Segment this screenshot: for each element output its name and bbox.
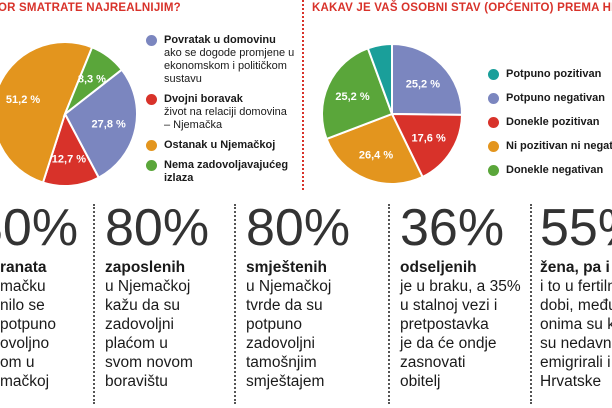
legend-swatch xyxy=(488,93,499,104)
pie-slice-label: 25,2 % xyxy=(406,79,440,91)
legend-item: Donekle negativan xyxy=(488,164,612,177)
stat-percentage: 80% xyxy=(246,199,351,257)
legend-swatch xyxy=(488,141,499,152)
legend-sublabel: ako se dogode promjene u ekonomskom i po… xyxy=(164,47,295,85)
pie-slice-label: 27,8 % xyxy=(92,118,126,130)
pie-slice-label: 25,2 % xyxy=(335,91,369,103)
pie-chart-right: 25,2 % 17,6 % 26,4 % 25,2 % xyxy=(321,42,464,185)
stat-rest-text: mačku nilo se potpuno ovoljno om u mačko… xyxy=(0,278,57,390)
stat-block: 80% ranata mačku nilo se potpuno ovoljno … xyxy=(0,200,104,391)
stat-percentage: 55% xyxy=(540,200,612,257)
pie-slice-label: 8,3 % xyxy=(78,73,106,85)
legend-right: Potpuno pozitivan Potpuno negativan Done… xyxy=(488,68,612,184)
legend-swatch xyxy=(146,35,157,46)
legend-label: Potpuno pozitivan xyxy=(506,68,602,80)
stat-bold-text: žena, pa i v xyxy=(540,259,610,276)
stat-bold-text: zaposlenih xyxy=(105,259,186,276)
stat-bold-text: ranata xyxy=(0,259,47,276)
legend-label: Potpuno negativan xyxy=(506,92,605,104)
legend-swatch xyxy=(488,117,499,128)
stat-rest-text: u Njemačkoj kažu da su zadovoljni plaćom… xyxy=(105,278,193,390)
stat-bold-text: smještenih xyxy=(246,259,327,276)
legend-swatch xyxy=(488,165,499,176)
legend-label: Donekle negativan xyxy=(506,164,604,176)
legend-swatch xyxy=(488,69,499,80)
stat-percentage: 80% xyxy=(105,199,210,257)
right-panel-title: KAKAV JE VAŠ OSOBNI STAV (OPĆENITO) PREM… xyxy=(312,2,612,14)
legend-item: Potpuno pozitivan xyxy=(488,68,612,81)
stat-block: 36% odseljenih je u braku, a 35% u stalno… xyxy=(400,200,530,391)
stat-rest-text: je u braku, a 35% u stalnoj vezi i pretp… xyxy=(400,278,521,390)
legend-swatch xyxy=(146,94,157,105)
stat-description: odseljenih je u braku, a 35% u stalnoj ve… xyxy=(400,258,530,391)
stat-divider xyxy=(388,204,390,404)
pie-slice xyxy=(366,42,393,115)
pie-chart-left: 27,8 % 12,7 % 51,2 % 8,3 % xyxy=(0,40,138,187)
legend-label: Ostanak u Njemačkoj xyxy=(164,139,276,151)
stat-bold-text: odseljenih xyxy=(400,259,477,276)
legend-item: Nema zadovoljavajućeg izlaza xyxy=(146,159,296,185)
legend-left: Povratak u domovinu ako se dogode promje… xyxy=(146,34,296,192)
stat-description: ranata mačku nilo se potpuno ovoljno om u… xyxy=(0,258,104,391)
pie-slice-label: 51,2 % xyxy=(6,94,40,106)
pie-slice xyxy=(41,111,101,187)
stat-block: 80% zaposlenih u Njemačkoj kažu da su zad… xyxy=(105,200,235,391)
panel-divider xyxy=(302,0,304,190)
legend-item: Donekle pozitivan xyxy=(488,116,612,129)
legend-label: Ni pozitivan ni negat xyxy=(506,140,612,152)
legend-label: Povratak u domovinu xyxy=(164,34,276,46)
legend-label: Donekle pozitivan xyxy=(506,116,600,128)
stat-rest-text: u Njemačkoj tvrde da su potpuno zadovolj… xyxy=(246,278,332,390)
legend-item: Potpuno negativan xyxy=(488,92,612,105)
stat-percentage: 80% xyxy=(0,199,79,257)
pie-slice xyxy=(321,47,394,141)
pie-slice xyxy=(63,68,138,179)
pie-slice-label: 26,4 % xyxy=(359,149,393,161)
stat-description: smještenih u Njemačkoj tvrde da su potpun… xyxy=(246,258,376,391)
stat-divider xyxy=(93,204,95,404)
pie-slice xyxy=(0,40,94,184)
legend-sublabel: život na relaciji domovina – Njemačka xyxy=(164,106,287,131)
pie-slice xyxy=(391,42,463,116)
left-panel-title: OR SMATRATE NAJREALNIJIM? xyxy=(0,2,181,14)
stat-percentage: 36% xyxy=(400,199,505,257)
stat-divider xyxy=(234,204,236,404)
legend-label: Dvojni boravak xyxy=(164,93,243,105)
legend-swatch xyxy=(146,160,157,171)
stat-block: 80% smještenih u Njemačkoj tvrde da su po… xyxy=(246,200,376,391)
legend-item: Povratak u domovinu ako se dogode promje… xyxy=(146,34,296,86)
legend-item: Ni pozitivan ni negat xyxy=(488,140,612,153)
legend-swatch xyxy=(146,140,157,151)
stat-divider xyxy=(530,204,532,404)
stat-block: 55% žena, pa i v i to u fertiln dobi, međ… xyxy=(540,200,612,391)
pie-slice xyxy=(325,112,424,185)
legend-item: Dvojni boravak život na relaciji domovin… xyxy=(146,93,296,132)
pie-slice xyxy=(390,112,464,179)
pie-slice-label: 12,7 % xyxy=(52,153,86,165)
stat-description: zaposlenih u Njemačkoj kažu da su zadovol… xyxy=(105,258,235,391)
pie-slice-label: 17,6 % xyxy=(412,132,446,144)
legend-item: Ostanak u Njemačkoj xyxy=(146,139,296,152)
legend-label: Nema zadovoljavajućeg izlaza xyxy=(164,159,289,184)
stat-rest-text: i to u fertiln dobi, među onima su k su … xyxy=(540,278,612,390)
stat-description: žena, pa i v i to u fertiln dobi, među on… xyxy=(540,258,612,391)
pie-slice xyxy=(62,45,124,118)
